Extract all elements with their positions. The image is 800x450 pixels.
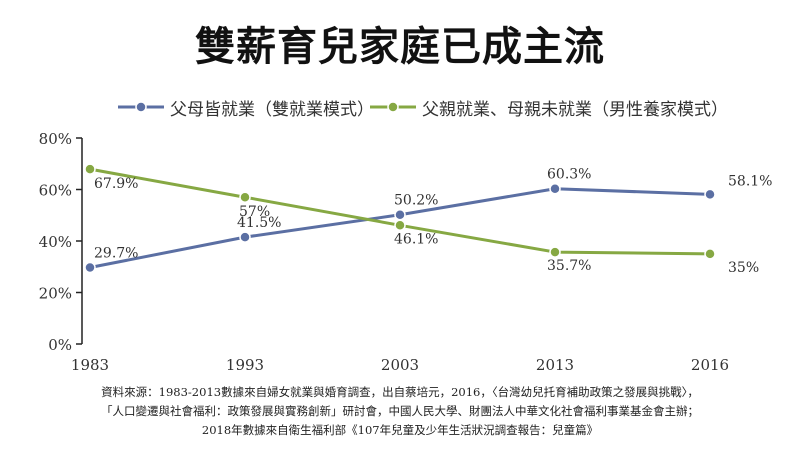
- data-point-series-1: [549, 182, 561, 195]
- data-label-series-2: 35%: [728, 260, 759, 276]
- legend-item-male-breadwinner: 父親就業、母親未就業（男性養家模式）: [370, 94, 728, 120]
- source-note: 資料來源：1983-2013數據來自婦女就業與婚育調查，出自蔡培元，2016，〈…: [0, 383, 800, 440]
- data-label-series-2: 67.9%: [94, 176, 138, 192]
- source-line-1: 資料來源：1983-2013數據來自婦女就業與婚育調查，出自蔡培元，2016，〈…: [101, 385, 699, 399]
- data-label-series-1: 41.5%: [237, 215, 281, 231]
- legend: 父母皆就業（雙就業模式） 父親就業、母親未就業（男性養家模式）: [0, 94, 800, 120]
- legend-label-male-breadwinner: 父親就業、母親未就業（男性養家模式）: [422, 99, 728, 120]
- x-tick-label: 2016: [691, 356, 729, 374]
- y-tick-label: 0%: [48, 336, 72, 354]
- legend-item-dual-earner: 父母皆就業（雙就業模式）: [118, 94, 374, 120]
- data-point-series-2: [394, 219, 406, 232]
- data-label-series-1: 29.7%: [94, 246, 138, 262]
- data-point-series-1: [704, 188, 716, 201]
- data-point-series-2: [549, 246, 561, 258]
- x-tick-label: 2003: [381, 356, 419, 374]
- data-point-series-2: [239, 191, 251, 203]
- data-point-series-2: [704, 248, 716, 260]
- legend-label-dual-earner: 父母皆就業（雙就業模式）: [170, 99, 374, 120]
- y-tick-label: 60%: [39, 182, 72, 200]
- data-label-series-2: 57%: [239, 204, 270, 220]
- source-line-3: 2018年數據來自衛生福利部《107年兒童及少年生活狀況調查報告：兒童篇》: [201, 423, 599, 437]
- data-point-series-1: [84, 261, 96, 274]
- x-tick-label: 1993: [226, 356, 264, 374]
- source-line-2: 「人口變遷與社會福利：政策發展與實務創新」研討會，中國人民大學、財團法人中華文化…: [101, 404, 699, 418]
- data-label-series-1: 60.3%: [547, 167, 591, 183]
- data-point-series-1: [394, 208, 406, 221]
- data-point-series-2: [84, 163, 96, 175]
- legend-swatch-dual-earner: [118, 101, 164, 113]
- y-tick-label: 20%: [39, 285, 72, 303]
- y-tick-label: 80%: [39, 130, 72, 148]
- data-label-series-2: 46.1%: [394, 231, 438, 247]
- chart-title: 雙薪育兒家庭已成主流: [195, 24, 605, 70]
- x-tick-label: 2013: [536, 356, 574, 374]
- data-label-series-1: 58.1%: [728, 173, 772, 189]
- data-label-series-1: 50.2%: [394, 193, 438, 209]
- y-tick-label: 40%: [39, 233, 72, 251]
- legend-swatch-male-breadwinner: [370, 101, 416, 113]
- data-label-series-2: 35.7%: [547, 258, 591, 274]
- x-tick-label: 1983: [71, 356, 109, 374]
- data-point-series-1: [239, 231, 251, 243]
